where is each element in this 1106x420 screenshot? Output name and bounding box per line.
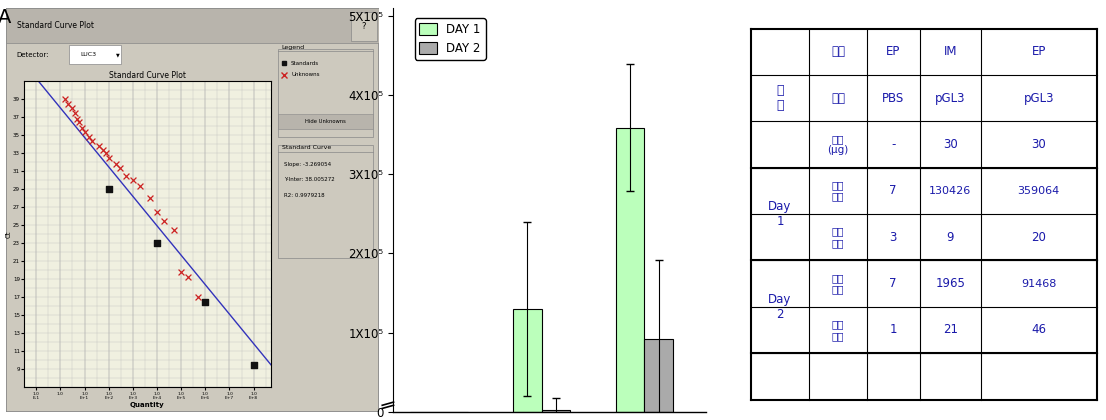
Bar	[645, 339, 674, 412]
Text: 용량
(μg): 용량 (μg)	[827, 134, 848, 155]
Text: 투여
근육: 투여 근육	[832, 273, 844, 294]
Text: -: -	[891, 138, 896, 151]
Text: Standards: Standards	[291, 61, 320, 66]
Text: 물질: 물질	[831, 92, 845, 105]
Text: 반대
근육: 반대 근육	[832, 226, 844, 248]
Text: pGL3: pGL3	[1023, 92, 1054, 105]
Bar	[278, 49, 373, 137]
Text: Day
1: Day 1	[769, 200, 792, 228]
Text: Legend: Legend	[282, 45, 305, 50]
Text: Standard Curve Plot: Standard Curve Plot	[17, 21, 94, 30]
Bar	[513, 309, 542, 412]
Text: Detector:: Detector:	[17, 52, 50, 58]
Text: ▼: ▼	[116, 52, 119, 57]
Bar	[278, 145, 373, 258]
Text: Unknowns: Unknowns	[291, 72, 320, 77]
Text: 46: 46	[1031, 323, 1046, 336]
Text: PBS: PBS	[883, 92, 905, 105]
Text: 3: 3	[889, 231, 897, 244]
Bar	[278, 114, 373, 129]
Text: IM: IM	[943, 45, 957, 58]
Text: 투여
근육: 투여 근육	[832, 180, 844, 202]
Text: Hide Unknowns: Hide Unknowns	[305, 119, 346, 124]
Text: Standard Curve: Standard Curve	[282, 145, 331, 150]
Text: Y-Inter: 38.005272: Y-Inter: 38.005272	[283, 177, 334, 182]
Legend: DAY 1, DAY 2: DAY 1, DAY 2	[415, 18, 486, 60]
Text: pGL3: pGL3	[935, 92, 966, 105]
Text: 7: 7	[889, 277, 897, 290]
Text: 30: 30	[1031, 138, 1046, 151]
Text: 반대
근육: 반대 근육	[832, 319, 844, 341]
Bar	[351, 12, 377, 41]
Text: LUC3: LUC3	[80, 52, 96, 57]
Text: R2: 0.9979218: R2: 0.9979218	[283, 193, 324, 198]
Text: A: A	[0, 8, 11, 27]
Bar	[69, 45, 122, 64]
Text: 359064: 359064	[1018, 186, 1060, 196]
Text: Day
2: Day 2	[769, 293, 792, 321]
Text: 투
여: 투 여	[776, 84, 784, 112]
Text: 130426: 130426	[929, 186, 971, 196]
Text: 1965: 1965	[936, 277, 966, 290]
Text: 1: 1	[889, 323, 897, 336]
Bar	[6, 8, 378, 43]
Text: 7: 7	[889, 184, 897, 197]
Text: 방법: 방법	[831, 45, 845, 58]
Text: 9: 9	[947, 231, 954, 244]
Text: 21: 21	[942, 323, 958, 336]
Text: Slope: -3.269054: Slope: -3.269054	[283, 162, 331, 167]
Text: 91468: 91468	[1021, 278, 1056, 289]
Text: EP: EP	[1032, 45, 1046, 58]
Bar	[542, 410, 571, 412]
Text: EP: EP	[886, 45, 900, 58]
Text: 20: 20	[1031, 231, 1046, 244]
Text: ?: ?	[362, 22, 366, 31]
Bar	[616, 128, 645, 412]
Text: 30: 30	[942, 138, 958, 151]
